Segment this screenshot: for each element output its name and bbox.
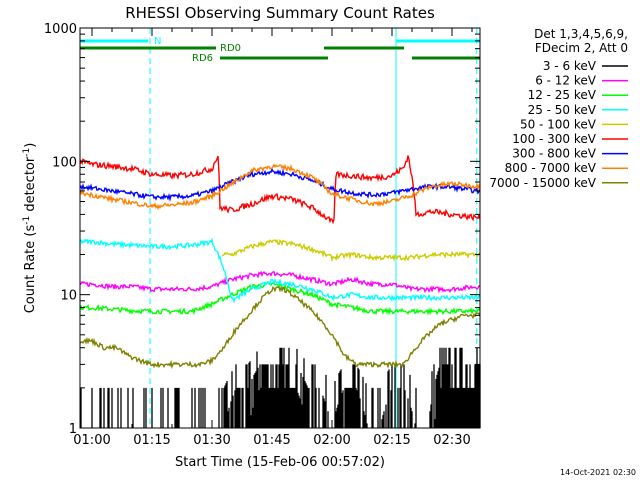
series-trace-8 (79, 163, 481, 211)
series-6 (79, 155, 481, 225)
x-tick-label-5: 02:00 (313, 433, 350, 448)
x-tick-label-7: 02:30 (433, 433, 470, 448)
plot-area: N RD0 RD6 (79, 27, 481, 429)
y-tick-label-4: 1000 (44, 22, 77, 37)
legend-header-2: FDecim 2, Att 0 (535, 41, 628, 55)
series-1 (80, 347, 481, 428)
series-trace-2 (79, 270, 481, 294)
footer-date: 14-Oct-2021 02:30 (560, 468, 636, 477)
series-5 (221, 238, 481, 263)
y-tick-label-3: 100 (52, 155, 77, 170)
series-2 (79, 270, 481, 294)
annotation-label-rd0: RD0 (220, 43, 241, 54)
x-tick-label-4: 01:45 (253, 433, 290, 448)
series-trace-5 (221, 238, 481, 263)
series-trace-9 (79, 285, 481, 370)
x-tick-label-1: 01:00 (73, 433, 110, 448)
legend-label-2: 6 - 12 keV (535, 74, 597, 88)
series-7 (79, 167, 481, 202)
annotation-rd0: RD0 (80, 43, 404, 54)
x-tick-label-6: 02:15 (373, 433, 410, 448)
legend-label-9: 7000 - 15000 keV (489, 176, 596, 190)
y-axis-label-sup-2: -1 (22, 148, 32, 157)
y-axis-label-end: ) (23, 143, 38, 148)
y-axis-label-main: Count Rate (s (23, 225, 38, 314)
legend-label-5: 50 - 100 keV (520, 117, 597, 131)
x-axis: 01:00 01:15 01:30 01:45 02:00 02:15 02:30 (73, 28, 473, 448)
legend-label-4: 25 - 50 keV (528, 103, 597, 117)
legend-label-8: 800 - 7000 keV (505, 161, 597, 175)
y-tick-label-2: 10 (60, 289, 77, 304)
legend-label-7: 300 - 800 keV (512, 147, 596, 161)
annotation-label-n: N (154, 36, 161, 47)
chart-title: RHESSI Observing Summary Count Rates (125, 4, 435, 22)
x-tick-label-2: 01:15 (133, 433, 170, 448)
legend-label-6: 100 - 300 keV (512, 132, 596, 146)
y-axis: 1 10 100 1000 (44, 22, 480, 437)
series-trace-6 (79, 155, 481, 225)
y-tick-label-1: 1 (69, 422, 77, 437)
x-tick-label-3: 01:30 (193, 433, 230, 448)
legend-label-1: 3 - 6 keV (543, 59, 597, 73)
legend-header-1: Det 1,3,4,5,6,9, (534, 27, 628, 41)
legend-label-3: 12 - 25 keV (528, 88, 597, 102)
series-trace-7 (79, 167, 481, 202)
y-axis-label-sup-1: -1 (22, 216, 32, 225)
x-axis-label: Start Time (15-Feb-06 00:57:02) (175, 455, 385, 470)
plot-frame (79, 27, 481, 429)
series-trace-3 (79, 281, 481, 316)
y-axis-label: Count Rate (s-1 detector-1) (22, 143, 38, 314)
series-9 (79, 285, 481, 370)
series-trace-1 (80, 347, 481, 428)
y-axis-label-mid: detector (23, 156, 38, 216)
annotation-n: N (80, 36, 480, 47)
series-3 (79, 281, 481, 316)
legend: Det 1,3,4,5,6,9, FDecim 2, Att 0 3 - 6 k… (489, 27, 628, 190)
annotation-label-rd6: RD6 (192, 53, 213, 64)
series-4 (79, 237, 481, 304)
series-8 (79, 163, 481, 211)
series-trace-4 (79, 237, 481, 304)
annotation-rd6: RD6 (192, 53, 480, 64)
